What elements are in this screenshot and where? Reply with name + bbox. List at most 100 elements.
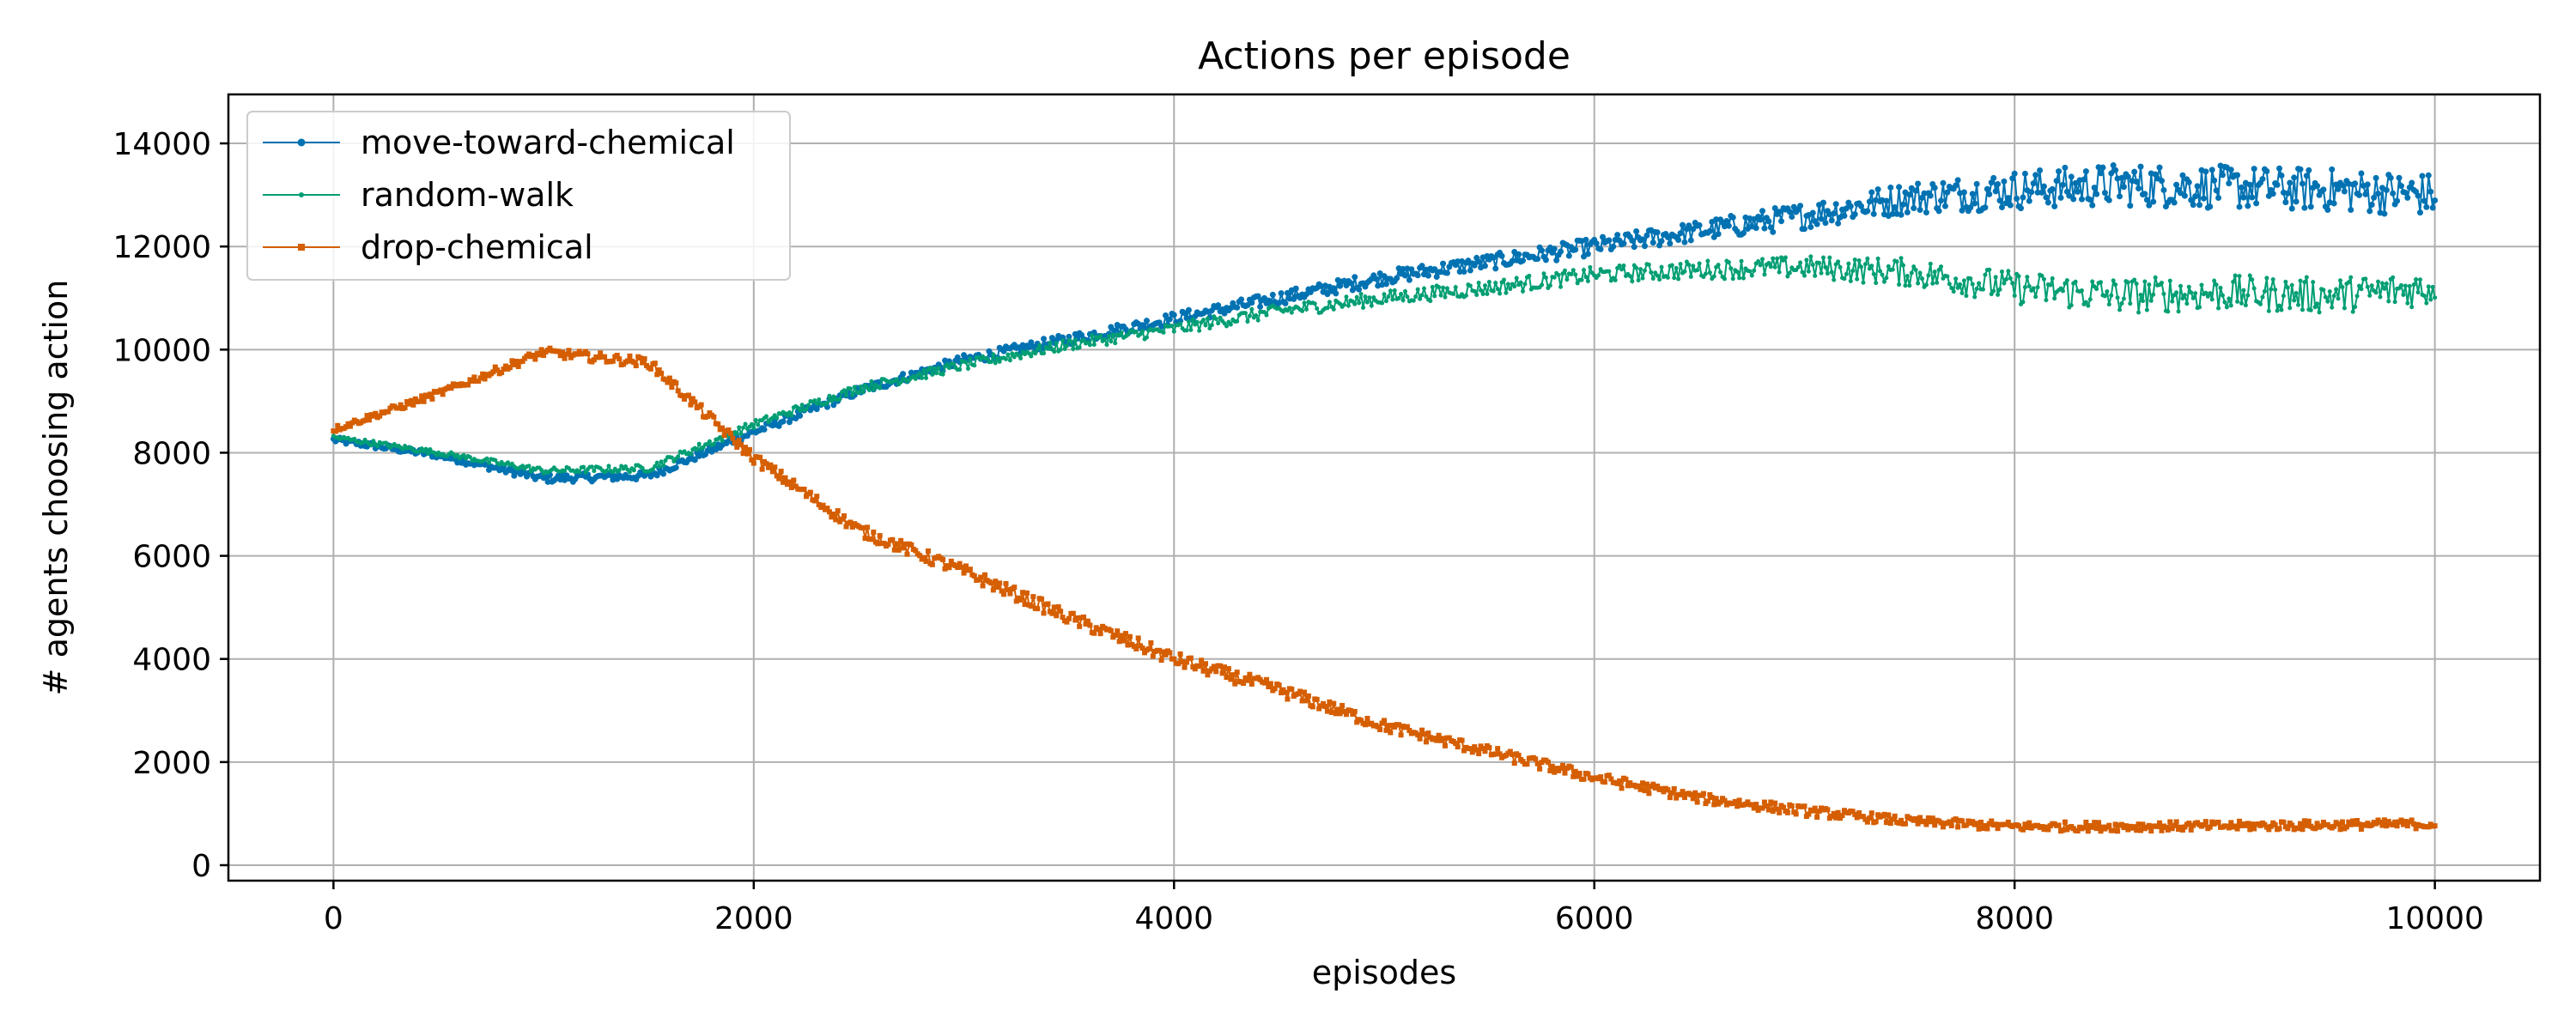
- data-point: [1444, 286, 1449, 291]
- data-point: [1234, 304, 1241, 311]
- data-point: [1621, 264, 1626, 269]
- data-point: [2196, 202, 2203, 209]
- data-point: [1854, 815, 1860, 821]
- data-point: [352, 436, 357, 441]
- data-point: [2400, 821, 2406, 827]
- data-point: [2352, 180, 2359, 187]
- data-point: [2125, 827, 2131, 833]
- data-point: [940, 372, 945, 377]
- chart-title: Actions per episode: [1198, 34, 1571, 78]
- data-point: [2099, 280, 2104, 285]
- data-point: [811, 498, 817, 504]
- data-point: [2409, 305, 2415, 310]
- data-point: [1337, 711, 1343, 717]
- data-point: [2307, 203, 2314, 210]
- data-point: [1680, 221, 1686, 228]
- data-point: [1150, 653, 1156, 659]
- data-point: [720, 425, 726, 431]
- data-point: [2373, 821, 2379, 827]
- data-point: [1171, 656, 1177, 662]
- data-point: [1761, 799, 1767, 805]
- data-point: [1623, 776, 1629, 782]
- data-point: [2331, 294, 2336, 299]
- data-point: [896, 547, 902, 553]
- data-point: [991, 352, 996, 357]
- data-point: [663, 377, 669, 383]
- data-point: [2245, 821, 2251, 827]
- data-point: [371, 439, 376, 444]
- data-point: [1822, 220, 1829, 227]
- data-point: [576, 348, 582, 354]
- data-point: [1601, 779, 1607, 785]
- data-point: [1947, 819, 1953, 825]
- data-point: [1971, 200, 1978, 207]
- data-point: [507, 365, 513, 371]
- data-point: [1029, 354, 1034, 359]
- data-point: [1182, 310, 1188, 317]
- data-point: [1516, 752, 1522, 758]
- data-point: [1852, 811, 1858, 817]
- data-point: [1643, 232, 1650, 239]
- data-point: [1560, 271, 1565, 276]
- data-point: [720, 439, 725, 444]
- data-point: [1508, 287, 1513, 292]
- plot-frame: [227, 93, 2542, 882]
- data-point: [2110, 162, 2117, 169]
- data-point: [1188, 655, 1194, 661]
- data-point: [1820, 255, 1826, 260]
- data-point: [2411, 282, 2416, 288]
- data-point: [2398, 282, 2403, 288]
- data-point: [661, 463, 666, 468]
- data-point: [2005, 195, 2012, 202]
- data-point: [1583, 275, 1589, 280]
- data-point: [1749, 802, 1755, 808]
- data-point: [1993, 821, 1999, 827]
- data-point: [2016, 274, 2021, 279]
- data-point: [1170, 324, 1175, 329]
- data-point: [1394, 275, 1400, 282]
- data-point: [1991, 288, 1996, 294]
- data-point: [2281, 294, 2286, 299]
- data-point: [1832, 201, 1839, 208]
- data-point: [1560, 762, 1566, 768]
- data-point: [598, 350, 604, 356]
- data-point: [2402, 189, 2409, 196]
- data-point: [1723, 217, 1730, 224]
- data-point: [1986, 191, 1993, 197]
- data-point: [1935, 208, 1942, 215]
- data-point: [1421, 286, 1426, 291]
- data-point: [366, 417, 372, 423]
- data-point: [1077, 345, 1082, 350]
- data-point: [898, 379, 903, 385]
- data-point: [2264, 276, 2269, 281]
- data-point: [1534, 256, 1541, 263]
- data-point: [2243, 303, 2248, 308]
- data-point: [1838, 264, 1843, 270]
- data-point: [1581, 776, 1587, 782]
- data-point: [1639, 236, 1646, 243]
- data-point: [997, 359, 1002, 364]
- data-point: [2357, 283, 2362, 288]
- series-random-walk: [331, 254, 2438, 476]
- data-point: [2249, 194, 2256, 201]
- data-point: [1186, 318, 1191, 324]
- data-point: [1247, 671, 1253, 677]
- data-point: [2131, 824, 2137, 830]
- data-point: [2006, 269, 2011, 274]
- data-point: [1035, 606, 1041, 612]
- data-point: [704, 414, 710, 420]
- data-point: [530, 352, 536, 358]
- data-point: [1984, 826, 1990, 832]
- data-point: [2173, 819, 2179, 825]
- data-point: [1659, 785, 1665, 791]
- data-point: [1951, 289, 1956, 294]
- data-point: [1575, 281, 1580, 286]
- x-tick-label: 2000: [714, 901, 793, 936]
- data-point: [894, 541, 900, 547]
- data-point: [1831, 810, 1837, 816]
- data-point: [1728, 266, 1734, 271]
- data-point: [547, 345, 553, 351]
- data-point: [1899, 201, 1906, 208]
- data-point: [2209, 297, 2215, 302]
- data-point: [2216, 306, 2221, 311]
